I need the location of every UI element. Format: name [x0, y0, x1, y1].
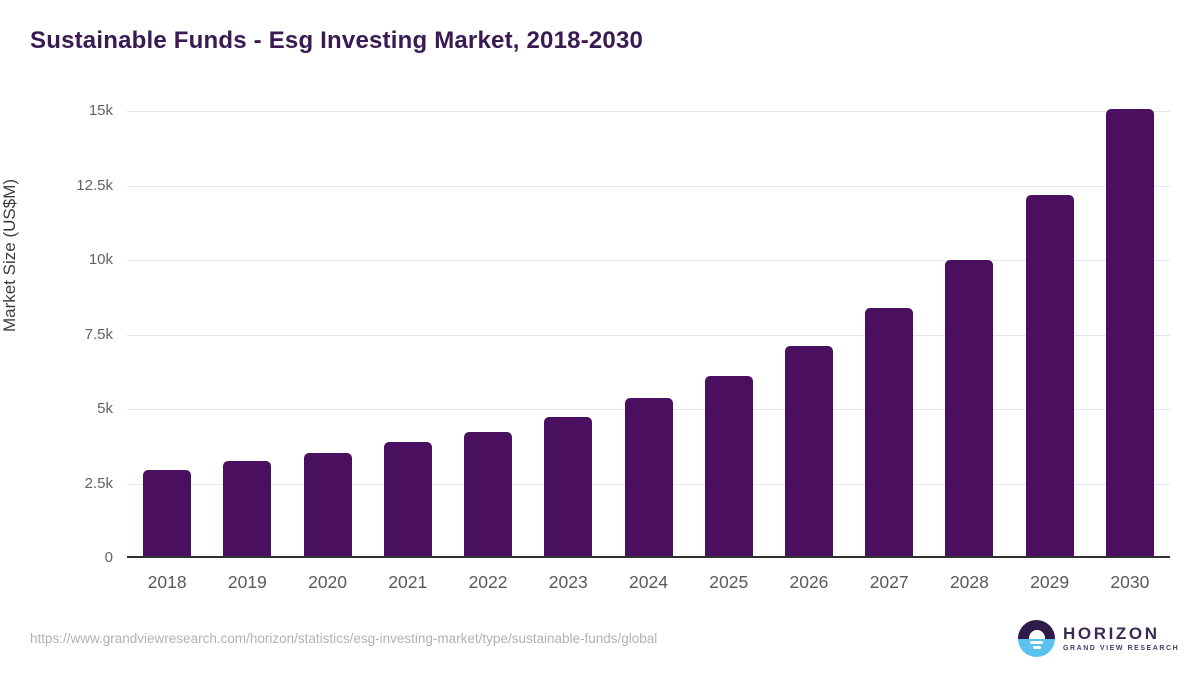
y-tick-label: 7.5k	[84, 325, 113, 343]
x-tick-label: 2029	[1030, 572, 1070, 592]
logo-tagline-text: GRAND VIEW RESEARCH	[1063, 645, 1180, 652]
y-tick-label: 2.5k	[84, 474, 113, 492]
bar-2020	[303, 452, 352, 556]
x-tick-label: 2023	[548, 572, 588, 592]
bar-2029	[1025, 194, 1074, 556]
gridline	[127, 185, 1170, 187]
sun-reflection-line	[1032, 646, 1041, 649]
bar-2019	[223, 460, 272, 556]
x-tick-label: 2018	[147, 572, 187, 592]
bar-2023	[544, 416, 593, 556]
bar-2021	[383, 442, 432, 556]
bar-2022	[464, 431, 513, 556]
y-tick-label: 15k	[88, 102, 113, 119]
x-tick-label: 2028	[949, 572, 989, 592]
bar-2027	[865, 308, 914, 556]
gridline	[127, 260, 1170, 261]
x-tick-label: 2022	[468, 572, 508, 592]
bar-2024	[624, 398, 673, 556]
bar-2018	[143, 470, 192, 556]
logo-brand-text: HORIZON	[1063, 624, 1160, 643]
source-url: https://www.grandviewresearch.com/horizo…	[30, 631, 658, 646]
x-tick-label: 2030	[1110, 572, 1150, 592]
gridline	[127, 334, 1170, 336]
plot-area: 0 2.5k 5k 7.5k 10k 12.5k 15k 2018 2019 2020 2021 20…	[76, 102, 1170, 592]
y-tick-label: 12.5k	[76, 176, 113, 194]
gridline	[127, 111, 1170, 112]
sun-shape	[1028, 630, 1045, 639]
bar-2028	[945, 259, 994, 556]
x-tick-label: 2025	[709, 572, 749, 592]
y-tick-label: 5k	[97, 400, 113, 417]
x-tick-label: 2026	[789, 572, 829, 592]
bar-2025	[704, 376, 753, 556]
chart-title: Sustainable Funds - Esg Investing Market…	[30, 27, 644, 54]
x-tick-label: 2024	[629, 572, 668, 592]
logo-text: HORIZON GRAND VIEW RESEARCH	[1063, 625, 1179, 652]
bar-2030	[1105, 109, 1154, 556]
icon-sky	[1018, 620, 1055, 639]
x-tick-label: 2027	[869, 572, 909, 592]
x-tick-label: 2019	[227, 572, 267, 592]
horizon-sunrise-icon	[1018, 620, 1055, 657]
sun-reflection-line	[1030, 641, 1043, 644]
y-axis-title: Market Size (US$M)	[0, 178, 19, 332]
bar-2026	[784, 346, 833, 556]
x-tick-label: 2021	[388, 572, 428, 592]
y-tick-label: 0	[104, 549, 113, 566]
horizon-logo: HORIZON GRAND VIEW RESEARCH	[1018, 620, 1179, 657]
x-tick-label: 2020	[308, 572, 348, 592]
y-tick-label: 10k	[88, 251, 113, 268]
